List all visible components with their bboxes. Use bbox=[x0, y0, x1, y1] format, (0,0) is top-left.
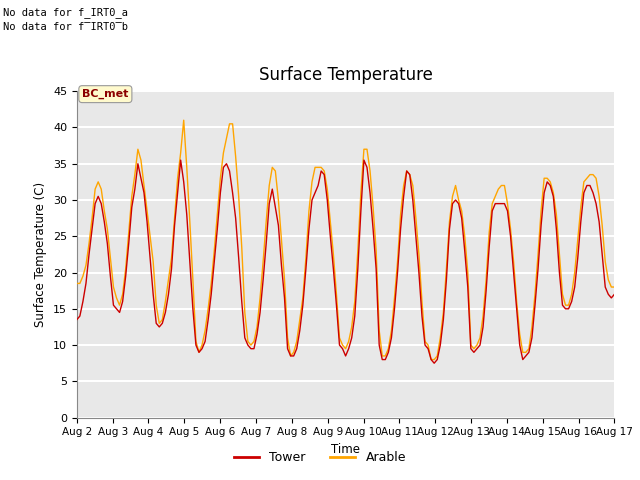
Y-axis label: Surface Temperature (C): Surface Temperature (C) bbox=[35, 182, 47, 327]
Text: No data for f_IRT0_a: No data for f_IRT0_a bbox=[3, 7, 128, 18]
Title: Surface Temperature: Surface Temperature bbox=[259, 66, 433, 84]
Text: BC_met: BC_met bbox=[82, 89, 129, 99]
Text: No data for f̅IRT0̅b: No data for f̅IRT0̅b bbox=[3, 22, 128, 32]
Legend: Tower, Arable: Tower, Arable bbox=[229, 446, 411, 469]
X-axis label: Time: Time bbox=[331, 443, 360, 456]
